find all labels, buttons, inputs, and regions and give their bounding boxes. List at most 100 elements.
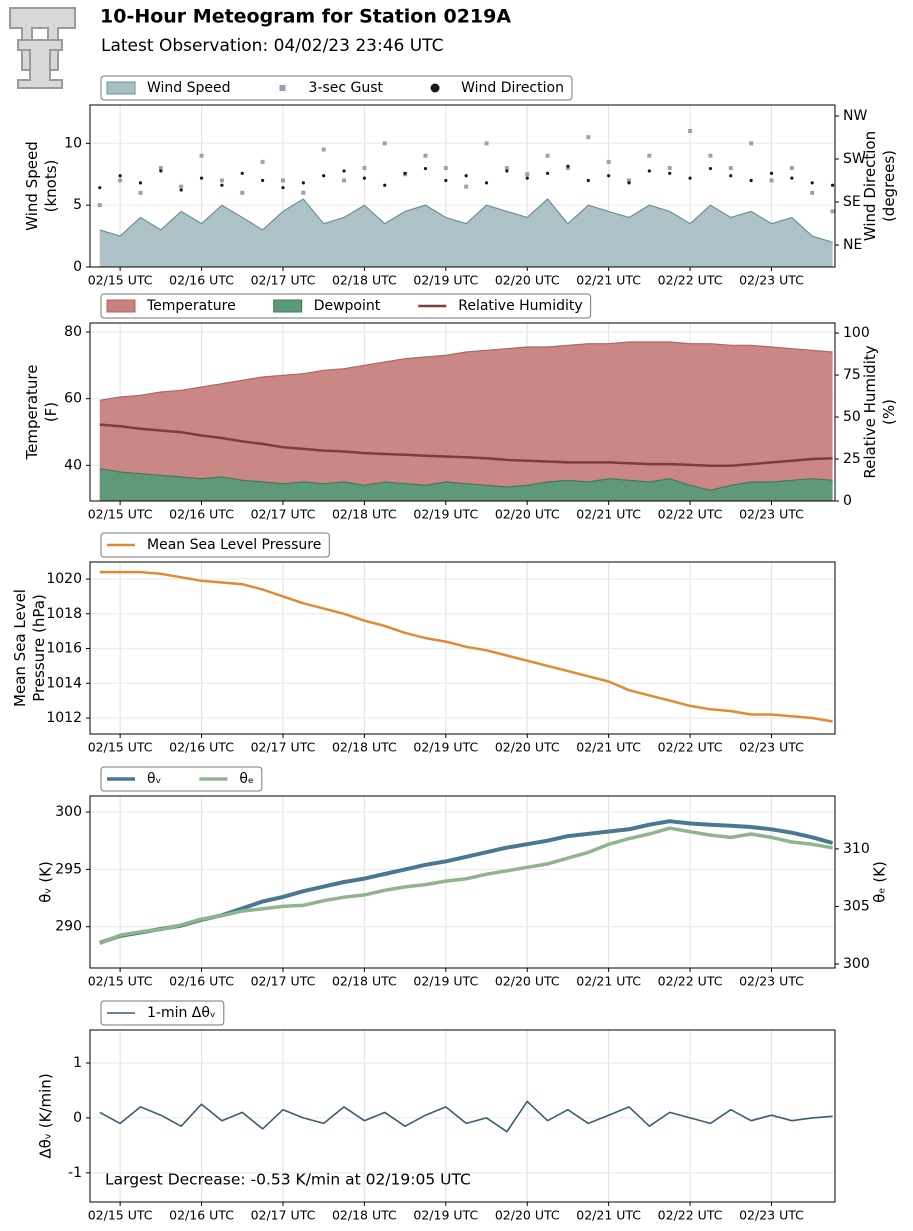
- line: [99, 570, 833, 723]
- point: [790, 176, 794, 180]
- point: [729, 174, 733, 178]
- gust-point: [260, 159, 265, 164]
- gust-point: [97, 203, 102, 208]
- legend-marker: [430, 83, 440, 93]
- gust-point: [728, 166, 733, 171]
- gust-point: [789, 166, 794, 171]
- y2-tick-label: NW: [843, 108, 867, 124]
- gust-point: [301, 190, 306, 195]
- gust-point: [382, 141, 387, 146]
- x-tick-label: 02/19 UTC: [413, 740, 478, 755]
- point: [322, 174, 326, 178]
- y2-tick-label: SE: [843, 194, 861, 210]
- x-tick-label: 02/20 UTC: [495, 740, 560, 755]
- legend-label: θₑ: [239, 771, 253, 787]
- y-tick-label: 1014: [46, 675, 82, 691]
- gust-point: [199, 153, 204, 158]
- y-tick-label: 10: [64, 135, 82, 151]
- point: [220, 183, 224, 187]
- y2-tick-label: 25: [843, 451, 861, 467]
- line: [99, 819, 834, 945]
- x-tick-label: 02/19 UTC: [413, 1208, 478, 1223]
- legend-box: [100, 532, 330, 558]
- x-tick-label: 02/15 UTC: [88, 507, 153, 522]
- legend-patch: [106, 299, 136, 313]
- y-axis-label: θᵥ (K): [37, 861, 55, 903]
- y-tick-label: 1016: [46, 641, 82, 657]
- x-tick-label: 02/16 UTC: [169, 507, 234, 522]
- legend: Temperature Dewpoint Relative Humidity: [100, 293, 592, 319]
- y-axis-label: Temperature: [23, 364, 41, 460]
- x-tick-label: 02/23 UTC: [739, 740, 804, 755]
- gust-point: [810, 190, 815, 195]
- gust-point: [321, 147, 326, 152]
- point: [444, 178, 448, 183]
- x-tick-label: 02/20 UTC: [495, 273, 560, 288]
- point: [810, 181, 814, 185]
- legend: θᵥ θₑ: [100, 766, 263, 792]
- gust-point: [118, 178, 123, 183]
- area: [99, 468, 833, 501]
- point: [240, 171, 244, 175]
- area: [99, 342, 833, 501]
- legend-box: [100, 1000, 225, 1026]
- gust-point: [179, 184, 184, 189]
- plot-frame: [89, 322, 836, 502]
- y2-tick-label: 300: [843, 956, 870, 972]
- gust-point: [769, 178, 774, 183]
- gust-point: [627, 178, 632, 183]
- point: [342, 169, 346, 173]
- legend-patch: [273, 299, 303, 313]
- point: [261, 178, 265, 183]
- y2-tick-label: 0: [843, 493, 852, 509]
- x-tick-label: 02/21 UTC: [576, 507, 641, 522]
- plot-frame: [89, 795, 836, 969]
- point: [668, 171, 672, 175]
- gust-point: [525, 172, 530, 177]
- x-tick-label: 02/20 UTC: [495, 1208, 560, 1223]
- x-tick-label: 02/22 UTC: [658, 1208, 723, 1223]
- title: 10-Hour Meteogram for Station 0219A: [100, 6, 511, 28]
- y-tick-label: 1: [73, 1055, 82, 1071]
- gust-point: [158, 166, 163, 171]
- point: [647, 169, 651, 173]
- plot-frame: [89, 1029, 836, 1203]
- legend-label: Temperature: [146, 298, 236, 314]
- legend-label: Wind Speed: [147, 80, 231, 96]
- y2-tick-label: 310: [843, 841, 870, 857]
- x-tick-label: 02/17 UTC: [251, 740, 316, 755]
- point: [830, 183, 835, 187]
- point: [708, 166, 713, 171]
- point: [545, 171, 550, 175]
- x-tick-label: 02/16 UTC: [169, 273, 234, 288]
- legend-label: Relative Humidity: [458, 298, 582, 314]
- y-tick-label: 1012: [46, 710, 82, 726]
- logo: [9, 7, 76, 89]
- x-tick-label: 02/17 UTC: [251, 273, 316, 288]
- plot-frame: [89, 104, 836, 268]
- gust-point: [606, 159, 611, 164]
- legend-label: 1-min Δθᵥ: [147, 1005, 216, 1021]
- panel: 02/15 UTC 02/16 UTC 02/17 UTC 02/18 UTC 02/1…: [37, 766, 889, 989]
- y-tick-label: 60: [64, 391, 82, 407]
- x-tick-label: 02/18 UTC: [332, 273, 397, 288]
- y2-tick-label: 75: [843, 367, 861, 383]
- gust-point: [504, 166, 509, 171]
- x-tick-label: 02/22 UTC: [658, 273, 723, 288]
- panel: 02/15 UTC 02/16 UTC 02/17 UTC 02/18 UTC 02/1…: [23, 293, 898, 522]
- x-tick-label: 02/19 UTC: [413, 507, 478, 522]
- gust-point: [749, 141, 754, 146]
- y-axis-label: (knots): [42, 160, 60, 213]
- point: [607, 174, 611, 178]
- point: [525, 176, 529, 180]
- area-edge: [99, 468, 833, 491]
- point: [423, 166, 428, 171]
- gust-point: [565, 166, 570, 171]
- x-tick-label: 02/18 UTC: [332, 1208, 397, 1223]
- point: [484, 181, 489, 185]
- point: [138, 181, 143, 185]
- area: [99, 199, 833, 267]
- plot-frame: [89, 561, 836, 735]
- legend-box: [100, 766, 263, 792]
- gust-point: [586, 135, 591, 140]
